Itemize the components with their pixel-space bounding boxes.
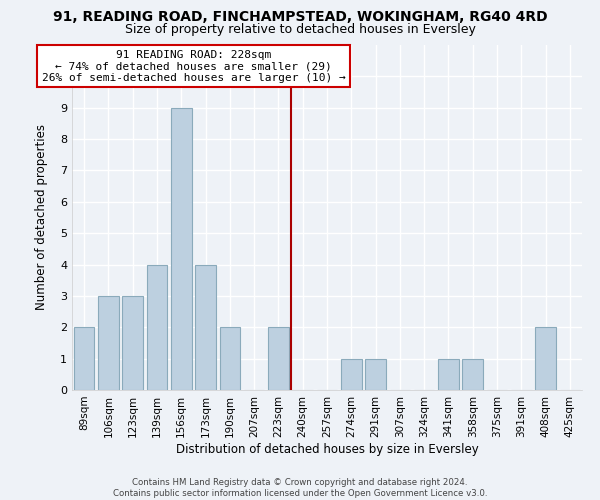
Bar	[341, 358, 362, 390]
Bar	[365, 358, 386, 390]
X-axis label: Distribution of detached houses by size in Eversley: Distribution of detached houses by size …	[176, 442, 478, 456]
Text: Size of property relative to detached houses in Eversley: Size of property relative to detached ho…	[125, 22, 475, 36]
Text: 91, READING ROAD, FINCHAMPSTEAD, WOKINGHAM, RG40 4RD: 91, READING ROAD, FINCHAMPSTEAD, WOKINGH…	[53, 10, 547, 24]
Bar	[268, 328, 289, 390]
Text: Contains HM Land Registry data © Crown copyright and database right 2024.
Contai: Contains HM Land Registry data © Crown c…	[113, 478, 487, 498]
Bar	[146, 264, 167, 390]
Y-axis label: Number of detached properties: Number of detached properties	[35, 124, 47, 310]
Bar	[171, 108, 191, 390]
Bar	[535, 328, 556, 390]
Bar	[220, 328, 240, 390]
Bar	[438, 358, 459, 390]
Bar	[195, 264, 216, 390]
Text: 91 READING ROAD: 228sqm
← 74% of detached houses are smaller (29)
26% of semi-de: 91 READING ROAD: 228sqm ← 74% of detache…	[41, 50, 346, 83]
Bar	[122, 296, 143, 390]
Bar	[74, 328, 94, 390]
Bar	[98, 296, 119, 390]
Bar	[463, 358, 483, 390]
